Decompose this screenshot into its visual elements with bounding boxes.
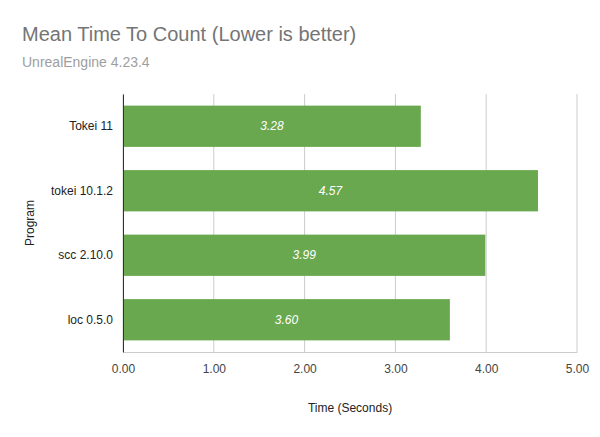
x-tick: 5.00 [566,352,590,376]
x-tick-label: 4.00 [475,362,499,376]
grid-line [486,94,487,352]
grid-line [577,94,578,352]
bar [123,235,485,276]
y-tick-label: scc 2.10.0 [58,248,113,262]
grid [123,94,577,352]
y-tick: tokei 10.1.2 [51,184,123,198]
x-tick: 1.00 [203,352,227,376]
x-tick-label: 2.00 [293,362,317,376]
y-axis: Tokei 11 tokei 10.1.2 scc 2.10.0 loc 0.5.0 [51,95,124,353]
y-tick-label: Tokei 11 [69,119,113,133]
x-axis-line [124,352,578,353]
background [0,0,600,437]
x-tick: 3.00 [384,352,408,376]
y-tick: loc 0.5.0 [68,313,123,327]
grid-line [123,94,124,352]
y-tick-label: tokei 10.1.2 [51,184,113,198]
y-tick-label: loc 0.5.0 [68,313,114,327]
data-label: 4.57 [319,184,344,198]
y-axis-title: Program [23,200,37,246]
bar [123,299,450,340]
data-label: 3.99 [292,248,316,262]
x-tick-label: 5.00 [566,362,590,376]
bar [123,170,538,211]
x-axis-title: Time (Seconds) [308,401,392,415]
data-label: 3.60 [275,313,299,327]
bars [123,106,538,341]
data-label: 3.28 [260,119,284,133]
title: Mean Time To Count (Lower is better) [22,23,356,45]
plot: 0.00 1.00 2.00 3.00 4.00 5.00 Tokei 11 tokei 10… [51,94,590,376]
subtitle: UnrealEngine 4.23.4 [22,54,150,70]
x-tick-label: 0.00 [112,362,136,376]
data-labels: 3.28 4.57 3.99 3.60 [260,119,343,327]
y-tick: scc 2.10.0 [58,248,123,262]
x-axis: 0.00 1.00 2.00 3.00 4.00 5.00 [112,352,590,376]
x-tick: 4.00 [475,352,499,376]
bar [123,106,421,147]
x-tick: 2.00 [293,352,317,376]
chart: Mean Time To Count (Lower is better) Unre… [0,0,600,437]
x-tick-label: 1.00 [203,362,227,376]
y-tick: Tokei 11 [69,119,123,133]
x-tick: 0.00 [112,352,136,376]
x-tick-label: 3.00 [384,362,408,376]
y-axis-line [123,95,124,353]
